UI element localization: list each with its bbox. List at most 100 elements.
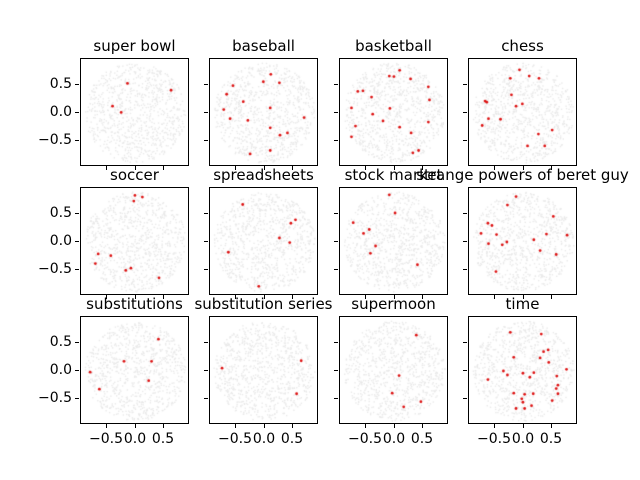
x-tick-label: 0.0 (511, 431, 535, 447)
y-tick-mark (334, 370, 338, 371)
x-tick-label: −0.5 (348, 431, 382, 447)
y-tick-mark (463, 269, 467, 270)
axes-box (339, 316, 448, 424)
y-tick-mark (334, 342, 338, 343)
subplot-super-bowl: 0.5 0.0 −0.5 super bowl (38, 37, 189, 170)
y-tick-mark (75, 398, 79, 399)
y-tick-label: 0.0 (49, 362, 72, 378)
x-tick-label: 0.5 (280, 431, 304, 447)
subplot-baseball: baseball (204, 37, 318, 170)
y-tick-mark (75, 213, 79, 214)
x-tick-label: 0.5 (539, 431, 563, 447)
axes-box (209, 187, 318, 295)
subplot-title: basketball (355, 37, 432, 55)
y-tick-mark (463, 241, 467, 242)
y-tick-label: 0.5 (49, 334, 72, 350)
axes-box (468, 58, 577, 166)
subplot-title: supermoon (351, 295, 436, 313)
x-tick-label: 0.5 (151, 431, 175, 447)
y-tick-label: 0.0 (49, 104, 72, 120)
x-tick-mark (235, 166, 236, 170)
y-tick-mark (463, 213, 467, 214)
y-tick-label: −0.5 (38, 132, 72, 148)
x-tick-mark (163, 424, 164, 428)
y-tick-mark (204, 269, 208, 270)
x-tick-mark (163, 166, 164, 170)
x-tick-label: −0.5 (218, 431, 252, 447)
x-tick-mark (551, 166, 552, 170)
y-tick-mark (204, 241, 208, 242)
subplot-title: super bowl (93, 37, 176, 55)
x-tick-mark (422, 424, 423, 428)
x-tick-label: 0.0 (252, 431, 276, 447)
x-tick-label: 0.0 (382, 431, 406, 447)
scatter-canvas (340, 317, 447, 423)
x-tick-mark (523, 295, 524, 299)
scatter-canvas (210, 317, 317, 423)
x-tick-mark (106, 424, 107, 428)
y-tick-mark (463, 398, 467, 399)
y-tick-mark (334, 241, 338, 242)
y-tick-mark (334, 140, 338, 141)
scatter-canvas (469, 188, 576, 294)
y-tick-mark (204, 140, 208, 141)
subplot-title: spreadsheets (213, 166, 314, 184)
x-tick-label: −0.5 (477, 431, 511, 447)
y-tick-mark (334, 112, 338, 113)
subplot-stock-market: stock market (334, 166, 448, 299)
x-tick-mark (365, 295, 366, 299)
scatter-canvas (210, 59, 317, 165)
subplot-soccer: 0.5 0.0 −0.5 soccer (38, 166, 189, 299)
x-tick-mark (264, 166, 265, 170)
scatter-canvas (81, 59, 188, 165)
y-tick-mark (75, 269, 79, 270)
x-tick-mark (163, 295, 164, 299)
subplot-title: substitution series (194, 295, 333, 313)
scatter-canvas (469, 317, 576, 423)
x-tick-mark (394, 424, 395, 428)
y-tick-mark (204, 84, 208, 85)
subplot-time: −0.5 0.0 0.5 time (463, 295, 577, 447)
axes-box (80, 316, 189, 424)
y-tick-mark (75, 342, 79, 343)
y-tick-mark (334, 398, 338, 399)
y-tick-mark (463, 112, 467, 113)
x-tick-mark (264, 295, 265, 299)
y-tick-label: −0.5 (38, 261, 72, 277)
subplot-supermoon: −0.5 0.0 0.5 supermoon (334, 295, 448, 447)
x-tick-mark (292, 295, 293, 299)
subplot-basketball: basketball (334, 37, 448, 170)
axes-box (209, 58, 318, 166)
x-tick-mark (106, 295, 107, 299)
subplot-title: strange powers of beret guy (416, 166, 629, 184)
subplot-title: soccer (110, 166, 159, 184)
y-tick-mark (204, 213, 208, 214)
x-tick-mark (292, 424, 293, 428)
x-tick-mark (494, 166, 495, 170)
x-tick-mark (292, 166, 293, 170)
scatter-canvas (210, 188, 317, 294)
x-tick-mark (523, 166, 524, 170)
y-tick-mark (334, 84, 338, 85)
y-tick-mark (334, 213, 338, 214)
axes-box (339, 187, 448, 295)
x-tick-mark (106, 166, 107, 170)
y-tick-mark (75, 241, 79, 242)
y-tick-label: 0.5 (49, 76, 72, 92)
x-tick-mark (235, 295, 236, 299)
subplot-chess: chess (463, 37, 577, 170)
x-tick-mark (422, 166, 423, 170)
axes-box (468, 187, 577, 295)
y-tick-mark (463, 84, 467, 85)
x-tick-mark (365, 166, 366, 170)
axes-box (468, 316, 577, 424)
x-tick-mark (135, 295, 136, 299)
y-tick-mark (75, 140, 79, 141)
x-tick-mark (264, 424, 265, 428)
y-tick-mark (463, 370, 467, 371)
scatter-canvas (469, 59, 576, 165)
subplot-title: baseball (232, 37, 295, 55)
y-tick-mark (204, 342, 208, 343)
axes-box (209, 316, 318, 424)
